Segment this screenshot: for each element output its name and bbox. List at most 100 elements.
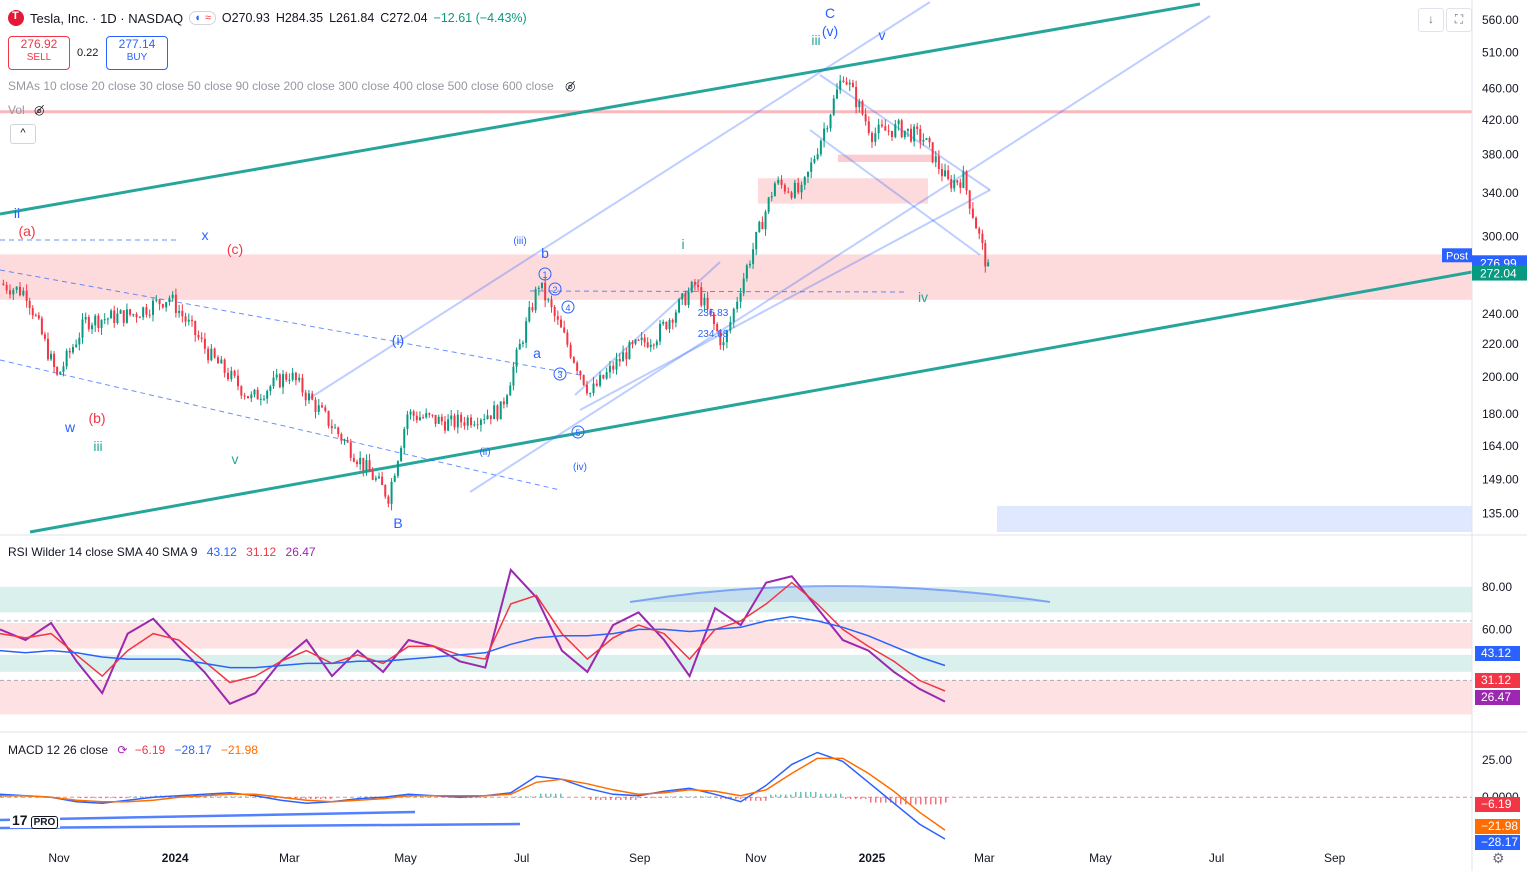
sma-legend[interactable]: SMAs 10 close 20 close 30 close 50 close… (8, 79, 576, 93)
candle-body (687, 291, 690, 305)
rsi-pane[interactable] (0, 567, 1472, 715)
status-pills[interactable]: ◖ ≈ (189, 11, 216, 25)
macd-histogram-bar (605, 797, 607, 800)
candle-body (321, 405, 324, 408)
price-pane[interactable] (0, 1, 1473, 534)
candle-body (953, 180, 956, 189)
candle-body (340, 434, 343, 441)
candle-body (269, 386, 272, 392)
macd-histogram-bar (10, 796, 12, 798)
macd-histogram-bar (800, 791, 802, 798)
macd-histogram-bar (770, 794, 772, 798)
candle-body (377, 476, 380, 479)
hidden-eye-icon[interactable]: ◎̸ (565, 79, 576, 93)
macd-histogram-bar (640, 797, 642, 799)
settings-gear-icon[interactable]: ⚙ (1492, 850, 1505, 866)
macd-histogram-bar (920, 797, 922, 805)
macd-value-3: −21.98 (220, 743, 258, 757)
macd-pane[interactable] (0, 751, 1472, 840)
macd-histogram-bar (685, 796, 687, 798)
candle-body (132, 314, 135, 316)
market-closed-icon: ◖ (194, 12, 201, 24)
price-tick-label: 135.00 (1482, 507, 1519, 521)
candle-body (900, 120, 903, 138)
macd-histogram-bar (755, 797, 757, 801)
refresh-icon[interactable]: ⟳ (117, 743, 128, 757)
collapse-legend-button[interactable]: ^ (10, 124, 36, 144)
candle-body (171, 294, 174, 299)
time-tick-label: Nov (48, 851, 69, 865)
wave-annotation: b (541, 245, 549, 261)
rsi-legend[interactable]: RSI Wilder 14 close SMA 40 SMA 9 43.12 3… (8, 545, 316, 559)
candle-body (729, 321, 732, 331)
buy-button[interactable]: 277.14 BUY (106, 36, 168, 70)
macd-histogram-bar (465, 797, 467, 799)
macd-histogram-bar (720, 797, 722, 800)
macd-histogram-bar (705, 796, 707, 798)
macd-histogram-bar (910, 797, 912, 805)
candle-body (168, 298, 171, 303)
macd-histogram-bar (620, 797, 622, 800)
candle-body (97, 315, 100, 329)
candle-body (18, 286, 21, 296)
symbol-title[interactable]: Tesla, Inc. · 1D · NASDAQ (30, 10, 184, 26)
macd-histogram-bar (695, 796, 697, 798)
candle-body (81, 319, 84, 338)
rsi-value-bg (1475, 690, 1520, 705)
macd-histogram-bar (145, 796, 147, 798)
tradingview-logo[interactable]: 17 PRO (10, 812, 61, 829)
wave-annotation: v (232, 451, 239, 467)
macd-histogram-bar (540, 793, 542, 798)
candle-body (390, 481, 393, 504)
candle-body (761, 221, 764, 230)
volume-legend[interactable]: Vol ◎̸ (8, 103, 45, 117)
candle-body (406, 414, 409, 429)
download-icon[interactable]: ↓ (1418, 8, 1444, 32)
macd-histogram-bar (220, 796, 222, 798)
candle-body (496, 405, 499, 420)
price-tick-label: 180.00 (1482, 407, 1519, 421)
macd-histogram-bar (815, 791, 817, 798)
macd-histogram-bar (230, 796, 232, 798)
candle-body (223, 359, 226, 373)
candle-body (690, 281, 693, 292)
candle-body (129, 309, 132, 315)
candle-body (135, 314, 138, 318)
macd-legend[interactable]: MACD 12 26 close ⟳ −6.19 −28.17 −21.98 (8, 743, 258, 757)
candle-body (191, 319, 194, 321)
candle-body (832, 98, 835, 115)
ohlc-open: O270.93 (221, 11, 270, 25)
hidden-eye-icon[interactable]: ◎̸ (34, 103, 45, 117)
rsi-band (0, 654, 1472, 672)
rsi-band (0, 623, 1472, 649)
macd-histogram-bar (205, 796, 207, 798)
tradingview-logo-mark: 17 (12, 812, 28, 828)
sma-legend-text: SMAs 10 close 20 close 30 close 50 close… (8, 79, 554, 93)
candle-body (148, 314, 151, 316)
candle-body (106, 318, 109, 320)
macd-histogram-bar (550, 793, 552, 798)
macd-histogram-bar (935, 797, 937, 805)
fullscreen-icon[interactable]: ⛶ (1446, 8, 1472, 32)
symbol-header[interactable]: Tesla, Inc. · 1D · NASDAQ ◖ ≈ O270.93 H2… (8, 10, 527, 26)
candle-body (940, 169, 943, 177)
macd-histogram-bar (115, 797, 117, 799)
macd-histogram-bar (255, 796, 257, 798)
candle-body (706, 297, 709, 309)
last-price-bg (1472, 265, 1527, 281)
candle-body (622, 352, 625, 362)
candle-body (547, 299, 550, 301)
post-label: Post (1446, 250, 1468, 262)
sell-button[interactable]: 276.92 SELL (8, 36, 70, 70)
rsi-tick-label: 80.00 (1482, 580, 1512, 594)
macd-histogram-bar (320, 797, 322, 800)
wave-annotation: 236.83 (698, 308, 729, 319)
macd-histogram-bar (915, 797, 917, 805)
macd-histogram-bar (300, 797, 302, 800)
macd-histogram-bar (125, 797, 127, 799)
candle-body (384, 485, 387, 497)
macd-histogram-bar (535, 796, 537, 798)
candle-body (625, 352, 628, 360)
